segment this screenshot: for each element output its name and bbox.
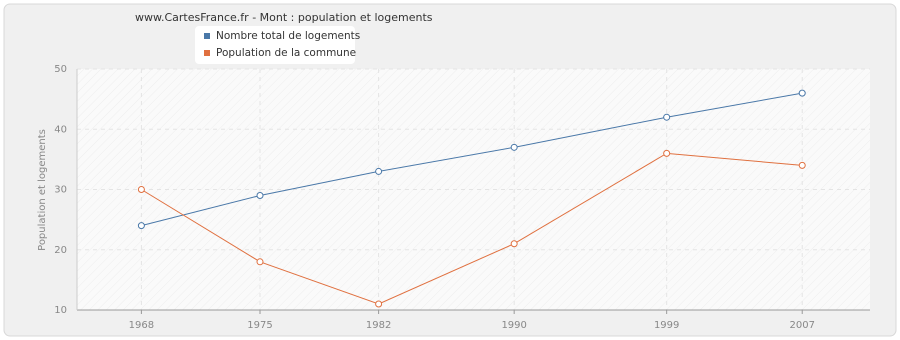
data-point <box>663 149 671 157</box>
y-axis-label: Population et logements <box>37 129 48 251</box>
data-point <box>375 167 383 175</box>
legend-label: Population de la commune <box>216 47 356 59</box>
data-point <box>510 240 518 248</box>
y-tick-label: 40 <box>54 124 67 135</box>
legend <box>195 26 355 64</box>
data-point <box>256 258 264 266</box>
x-tick-label: 2007 <box>789 320 814 331</box>
series-line <box>141 152 803 305</box>
data-point <box>510 143 518 151</box>
data-point <box>137 186 145 193</box>
plot-area <box>77 69 870 310</box>
series-line <box>141 92 803 227</box>
y-tick-label: 50 <box>54 64 67 75</box>
data-point <box>663 113 671 121</box>
y-tick-label: 10 <box>54 305 67 316</box>
chart-title: www.CartesFrance.fr - Mont : population … <box>135 11 433 24</box>
legend-swatch <box>204 33 210 39</box>
y-tick-label: 20 <box>54 245 67 256</box>
x-tick-label: 1990 <box>501 320 526 331</box>
x-tick-label: 1975 <box>247 320 272 331</box>
y-tick-label: 30 <box>54 185 67 196</box>
data-point <box>137 222 145 230</box>
x-tick-label: 1968 <box>129 320 154 331</box>
data-point <box>798 161 806 169</box>
data-point <box>256 192 264 200</box>
legend-label: Nombre total de logements <box>216 30 360 42</box>
x-tick-label: 1982 <box>366 320 391 331</box>
data-point <box>798 89 806 97</box>
x-tick-label: 1999 <box>654 320 679 331</box>
data-point <box>375 300 383 308</box>
legend-swatch <box>204 50 210 56</box>
